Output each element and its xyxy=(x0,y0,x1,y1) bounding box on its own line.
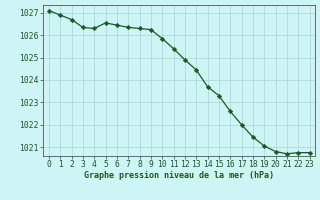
X-axis label: Graphe pression niveau de la mer (hPa): Graphe pression niveau de la mer (hPa) xyxy=(84,171,274,180)
